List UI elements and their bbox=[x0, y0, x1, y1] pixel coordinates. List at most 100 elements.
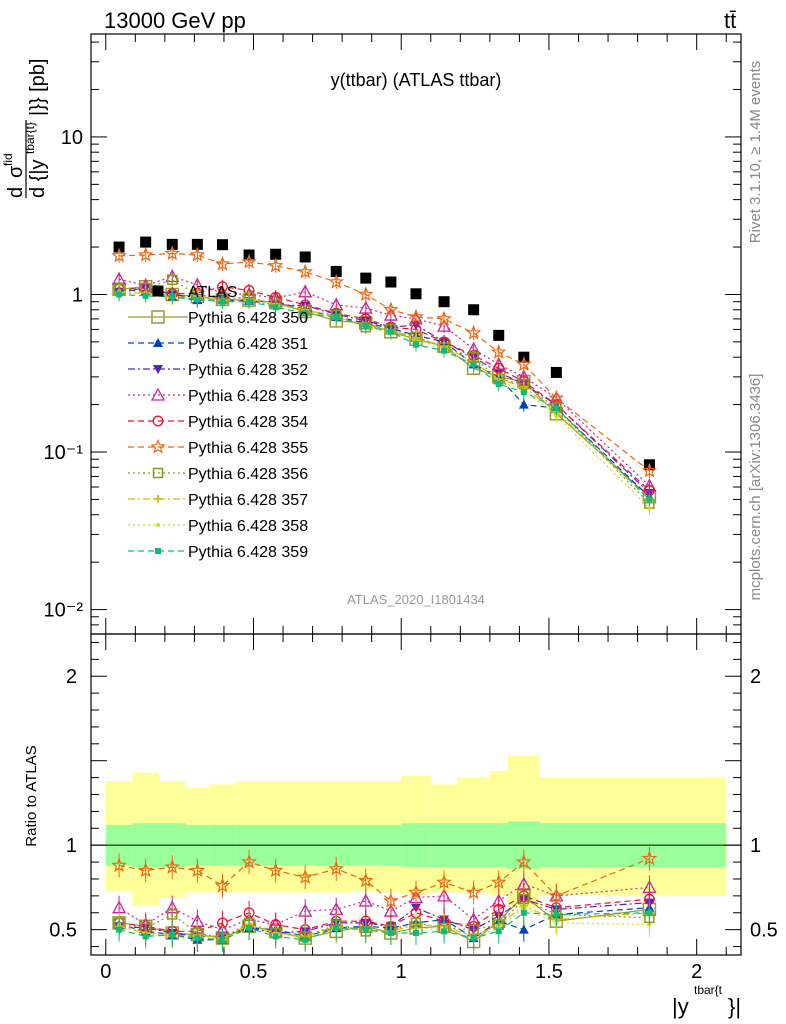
ratio-series-line bbox=[118, 906, 650, 941]
legend-marker bbox=[154, 495, 162, 503]
ratio-point bbox=[333, 924, 340, 931]
ratio-point bbox=[298, 903, 313, 917]
ratio-point bbox=[646, 909, 653, 916]
svg-text:tbar{t: tbar{t bbox=[694, 983, 723, 997]
ratio-y-tick-label: 2 bbox=[66, 666, 77, 688]
mc-point bbox=[219, 298, 226, 305]
data-point bbox=[493, 329, 505, 341]
data-point bbox=[330, 265, 342, 277]
legend: ATLAS Pythia 6.428 350 Pythia 6.428 351 Pyt… bbox=[128, 284, 308, 561]
ratio-y-tick-label: 0.5 bbox=[49, 920, 77, 942]
mc-point bbox=[194, 296, 201, 303]
x-tick-label: 1.5 bbox=[535, 961, 563, 983]
ratio-point bbox=[516, 853, 532, 869]
ratio-point bbox=[302, 936, 309, 943]
ratio-point bbox=[520, 909, 527, 916]
ratio-point bbox=[553, 911, 560, 918]
ratio-point bbox=[297, 869, 313, 884]
svg-text:σ: σ bbox=[5, 165, 27, 178]
svg-text:d {|y: d {|y bbox=[27, 159, 49, 198]
ratio-point bbox=[358, 872, 374, 888]
ratio-series-line bbox=[118, 883, 650, 931]
mc-point bbox=[553, 405, 560, 412]
ratio-point bbox=[169, 931, 176, 938]
mc-point bbox=[142, 292, 149, 299]
svg-text:d: d bbox=[5, 187, 27, 198]
legend-label: Pythia 6.428 352 bbox=[188, 362, 308, 379]
mc-point bbox=[297, 263, 313, 279]
ratio-series-line bbox=[118, 905, 650, 939]
svg-text:|}} [pb]: |}} [pb] bbox=[27, 59, 49, 116]
ratio-point bbox=[358, 893, 373, 907]
mc-point bbox=[436, 310, 452, 326]
data-point bbox=[113, 241, 125, 253]
mc-point bbox=[272, 304, 279, 311]
ratio-y-tick-label-right: 2 bbox=[750, 666, 761, 688]
legend-label: Pythia 6.428 350 bbox=[188, 310, 308, 327]
ratio-series-line bbox=[119, 898, 650, 938]
data-point bbox=[410, 288, 422, 300]
data-point bbox=[438, 296, 450, 308]
ratio-point bbox=[408, 884, 424, 900]
svg-text:}|: }| bbox=[728, 994, 741, 1019]
data-point bbox=[140, 236, 152, 248]
x-tick-label: 0.5 bbox=[240, 961, 268, 983]
series-line bbox=[118, 275, 650, 487]
mc-point bbox=[520, 389, 527, 396]
ratio-ylabel: Ratio to ATLAS bbox=[23, 745, 40, 846]
ratio-point bbox=[137, 862, 154, 878]
main-panel: 10⁻² 10⁻¹ 1 10 bbox=[44, 33, 742, 955]
ratio-point bbox=[441, 928, 448, 935]
mc-point bbox=[470, 361, 477, 368]
mc-point bbox=[333, 313, 340, 320]
legend-marker bbox=[155, 548, 161, 554]
legend-marker bbox=[152, 467, 164, 479]
mc-point bbox=[217, 281, 228, 293]
ratio-y-tick-label-right: 0.5 bbox=[750, 920, 778, 942]
mc-point bbox=[298, 284, 313, 298]
ratio-point bbox=[272, 933, 279, 940]
svg-text:|y: |y bbox=[672, 994, 689, 1019]
mc-point bbox=[267, 257, 284, 273]
data-point bbox=[299, 251, 311, 263]
legend-marker bbox=[156, 523, 160, 527]
ratio-point bbox=[111, 857, 127, 873]
legend-label: Pythia 6.428 356 bbox=[188, 466, 308, 483]
ratio-point bbox=[328, 860, 344, 876]
ratio-point bbox=[219, 936, 226, 943]
legend-marker bbox=[153, 338, 163, 347]
x-tick-label: 0 bbox=[100, 961, 111, 983]
ratio-point bbox=[116, 926, 123, 933]
ratio-point bbox=[246, 924, 253, 931]
mc-point bbox=[548, 389, 565, 405]
svg-text:tbar{t}: tbar{t} bbox=[23, 122, 37, 154]
data-point bbox=[270, 248, 282, 260]
mc-point bbox=[167, 274, 178, 286]
legend-marker bbox=[152, 285, 164, 297]
mc-point bbox=[328, 273, 344, 289]
data-point bbox=[550, 366, 562, 378]
legend-marker bbox=[153, 365, 163, 374]
mc-point bbox=[441, 347, 448, 354]
ratio-point bbox=[641, 850, 658, 866]
x-axis-label: |y tbar{t }| bbox=[672, 983, 741, 1019]
legend-label: Pythia 6.428 354 bbox=[188, 414, 308, 431]
energy-label: 13000 GeV pp bbox=[104, 8, 246, 33]
ratio-point bbox=[362, 926, 369, 933]
source-label: mcplots.cern.ch [arXiv:1306.3436] bbox=[747, 374, 764, 601]
ratio-y-tick-label: 1 bbox=[66, 835, 77, 857]
ratio-point bbox=[490, 874, 507, 889]
mc-point bbox=[362, 323, 369, 330]
ratio-point bbox=[495, 928, 502, 935]
plot-title: y(ttbar) (ATLAS ttbar) bbox=[331, 70, 502, 90]
mc-point bbox=[554, 413, 559, 418]
mc-point bbox=[490, 344, 507, 359]
data-point bbox=[166, 238, 178, 250]
legend-label: Pythia 6.428 355 bbox=[188, 440, 308, 457]
main-ylabel: d σ fid d {|y tbar{t} |}} [pb] bbox=[1, 59, 49, 198]
mc-point bbox=[214, 255, 231, 271]
mc-point bbox=[111, 247, 127, 263]
mc-point bbox=[408, 308, 424, 324]
